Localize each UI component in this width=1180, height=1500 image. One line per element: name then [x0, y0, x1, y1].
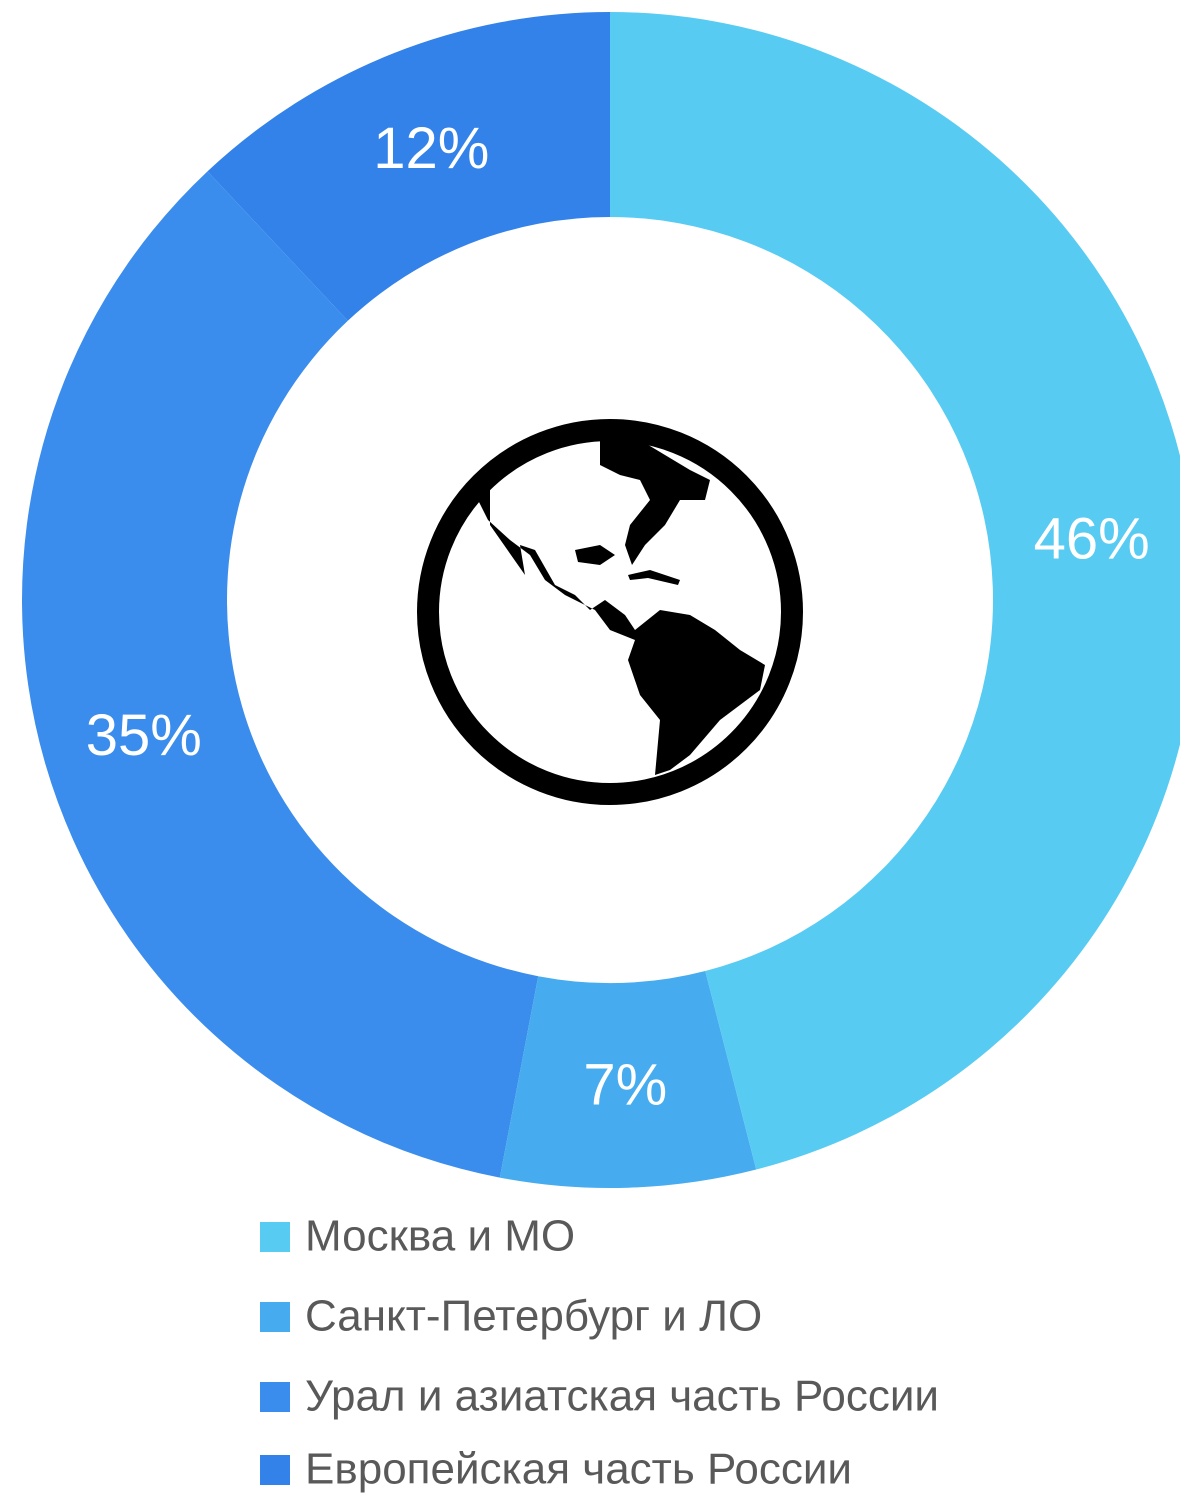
data-label: 35% — [86, 703, 202, 768]
globe-icon — [417, 419, 803, 805]
legend: Москва и МО Санкт-Петербург и ЛО Урал и аз… — [260, 1212, 939, 1494]
data-label: 12% — [373, 116, 489, 181]
legend-swatch — [260, 1302, 290, 1332]
donut-segment — [499, 970, 757, 1188]
legend-label: Санкт-Петербург и ЛО — [305, 1292, 762, 1341]
donut-segment — [207, 12, 610, 321]
legend-swatch — [260, 1455, 290, 1485]
legend-swatch — [260, 1222, 290, 1252]
donut-segment — [610, 12, 1180, 1170]
data-label: 46% — [1034, 506, 1150, 571]
data-label: 7% — [583, 1053, 667, 1118]
data-labels: 46% 7% 35% 12% — [86, 116, 1150, 1118]
legend-label: Москва и МО — [305, 1212, 575, 1261]
legend-label: Урал и азиатская часть России — [305, 1372, 939, 1421]
legend-label: Европейская часть России — [305, 1445, 852, 1494]
legend-swatch — [260, 1382, 290, 1412]
donut-segment — [21, 171, 539, 1178]
